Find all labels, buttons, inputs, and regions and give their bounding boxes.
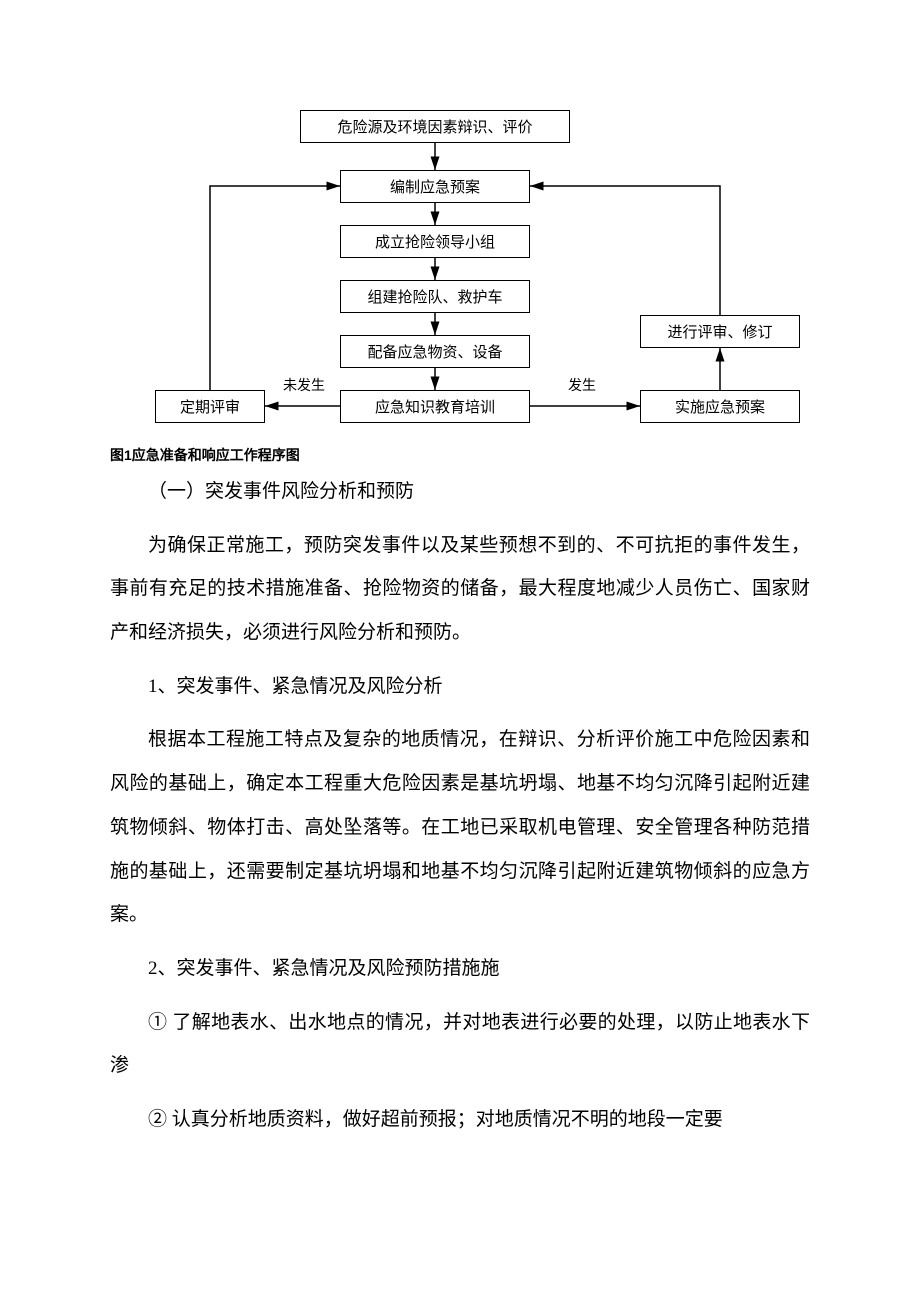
paragraph: ① 了解地表水、出水地点的情况，并对地表进行必要的处理，以防止地表水下渗 (110, 1001, 810, 1088)
flowchart-node-n1: 危险源及环境因素辩识、评价 (300, 110, 570, 143)
edge-label-happened: 发生 (568, 375, 596, 395)
flowchart-node-n7: 进行评审、修订 (640, 315, 800, 348)
figure-caption: 图1应急准备和响应工作程序图 (110, 445, 300, 465)
paragraph: 根据本工程施工特点及复杂的地质情况，在辩识、分析评价施工中危险因素和风险的基础上… (110, 718, 810, 936)
flowchart-edge-8 (530, 186, 720, 315)
flowchart-node-n2: 编制应急预案 (340, 170, 530, 203)
section-heading: （一）突发事件风险分析和预防 (110, 470, 810, 514)
document-body: （一）突发事件风险分析和预防 为确保正常施工，预防突发事件以及某些预想不到的、不… (110, 470, 810, 1152)
paragraph: 2、突发事件、紧急情况及风险预防措施施 (110, 947, 810, 991)
paragraph: ② 认真分析地质资料，做好超前预报；对地质情况不明的地段一定要 (110, 1098, 810, 1142)
edge-label-not_happened: 未发生 (283, 375, 325, 395)
paragraph: 为确保正常施工，预防突发事件以及某些预想不到的、不可抗拒的事件发生，事前有充足的… (110, 524, 810, 655)
paragraph: 1、突发事件、紧急情况及风险分析 (110, 665, 810, 709)
flowchart-edge-9 (210, 186, 340, 390)
flowchart-node-n8: 实施应急预案 (640, 390, 800, 423)
flowchart-node-n4: 组建抢险队、救护车 (340, 280, 530, 313)
flowchart-node-n9: 定期评审 (155, 390, 265, 423)
flowchart-node-n5: 配备应急物资、设备 (340, 335, 530, 368)
flowchart-node-n6: 应急知识教育培训 (340, 390, 530, 423)
flowchart-container: 危险源及环境因素辩识、评价编制应急预案成立抢险领导小组组建抢险队、救护车配备应急… (110, 100, 815, 445)
flowchart-node-n3: 成立抢险领导小组 (340, 225, 530, 258)
